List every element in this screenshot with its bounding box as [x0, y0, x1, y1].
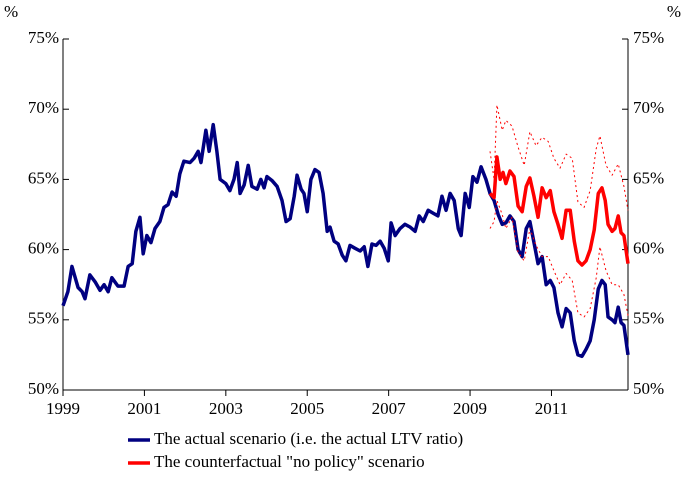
y2-unit-label: %: [667, 2, 681, 21]
legend-label: The actual scenario (i.e. the actual LTV…: [154, 429, 463, 448]
y-tick-label: 65%: [28, 168, 59, 187]
y-tick-label: 50%: [28, 379, 59, 398]
y-tick-label: 60%: [28, 239, 59, 258]
y-tick-label: 70%: [28, 98, 59, 117]
x-tick-label: 2003: [209, 399, 243, 418]
x-tick-label: 2005: [290, 399, 324, 418]
x-tick-label: 2007: [372, 399, 407, 418]
y2-tick-label: 60%: [633, 239, 664, 258]
x-tick-label: 1999: [46, 399, 80, 418]
y-tick-label: 75%: [28, 28, 59, 47]
y2-tick-label: 65%: [633, 168, 664, 187]
legend-label: The counterfactual "no policy" scenario: [154, 452, 425, 471]
x-tick-label: 2011: [535, 399, 568, 418]
band-line: [489, 199, 629, 318]
x-tick-label: 2001: [127, 399, 161, 418]
y-tick-label: 55%: [28, 309, 59, 328]
y2-tick-label: 50%: [633, 379, 664, 398]
y-unit-label: %: [4, 2, 18, 21]
series-line: [488, 155, 630, 267]
y2-tick-label: 55%: [633, 309, 664, 328]
x-tick-label: 2009: [453, 399, 487, 418]
series-line: [61, 122, 630, 359]
band-line: [489, 104, 629, 211]
y2-tick-label: 70%: [633, 98, 664, 117]
y2-tick-label: 75%: [633, 28, 664, 47]
